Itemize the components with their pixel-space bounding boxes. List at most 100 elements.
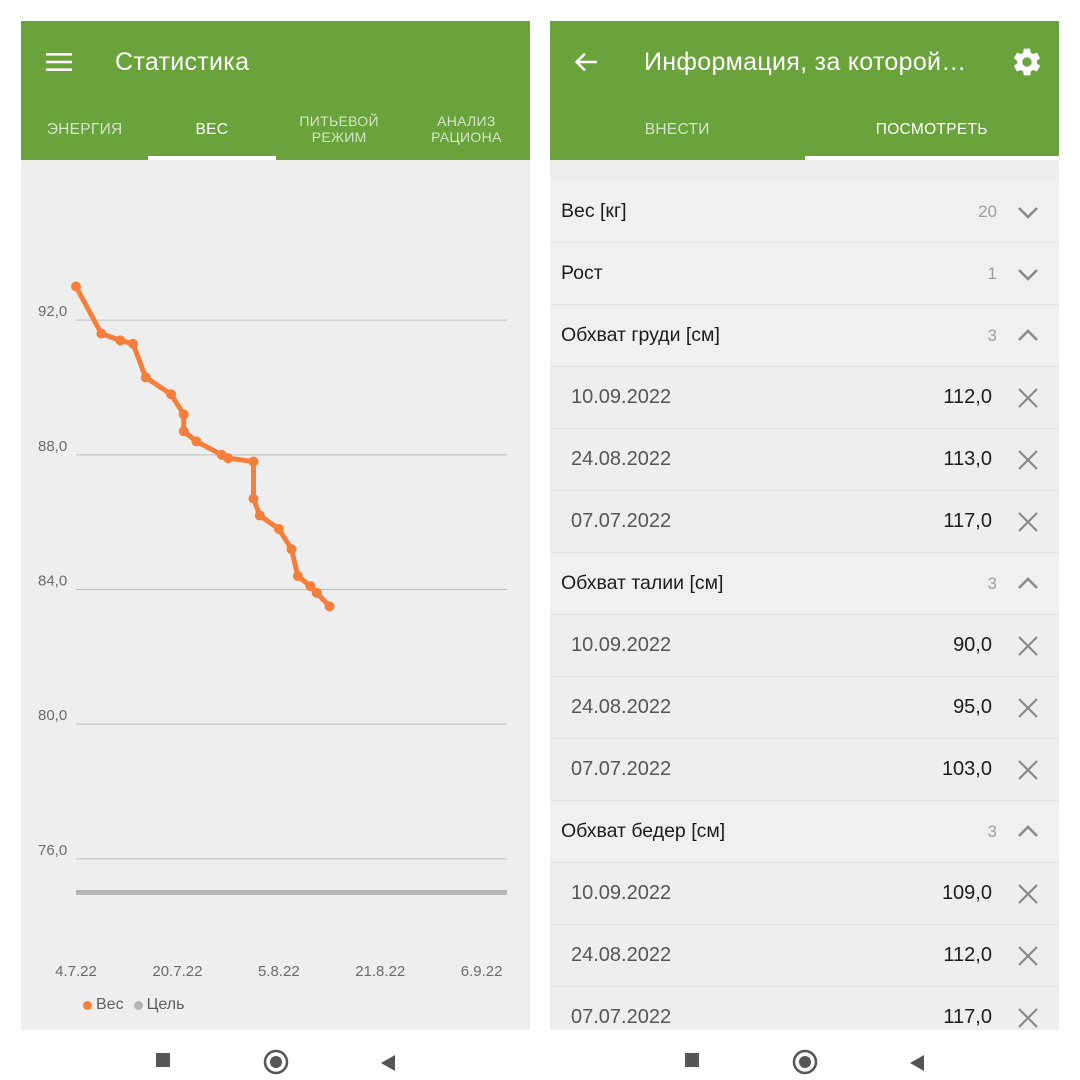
close-icon[interactable] <box>1015 881 1041 907</box>
close-icon[interactable] <box>1015 633 1041 659</box>
group-label: Обхват груди [см] <box>561 324 720 346</box>
group-label: Обхват бедер [см] <box>561 820 726 842</box>
weight-data-point[interactable] <box>128 338 139 349</box>
x-tick-label: 20.7.22 <box>152 963 202 980</box>
tab-diet-analysis[interactable]: АНАЛИЗ РАЦИОНА <box>431 113 502 145</box>
measurement-entry: 07.07.2022 103,0 <box>550 739 1059 801</box>
chevron-down-icon[interactable] <box>1013 259 1043 289</box>
group-count: 20 <box>978 201 997 221</box>
weight-data-point[interactable] <box>71 281 81 292</box>
close-icon[interactable] <box>1015 509 1041 535</box>
weight-data-point[interactable] <box>178 426 189 437</box>
legend-dot-goal <box>133 1000 143 1010</box>
y-tick-label: 92,0 <box>38 303 67 320</box>
weight-chart: 76,0 80,0 84,0 88,0 92,0 4.7.22 20.7.22 5.8.22… <box>38 281 507 980</box>
hamburger-menu-icon[interactable] <box>43 46 75 78</box>
close-icon[interactable] <box>1015 757 1041 783</box>
chart-legend: Вес Цель <box>83 996 190 1014</box>
entry-date: 24.08.2022 <box>571 448 672 470</box>
weight-data-point[interactable] <box>248 493 259 504</box>
close-icon[interactable] <box>1015 447 1041 473</box>
measurement-entry: 07.07.2022 117,0 <box>550 987 1059 1030</box>
close-icon[interactable] <box>1015 943 1041 969</box>
entry-value: 112,0 <box>943 386 992 408</box>
info-app-bar: Информация, за которой… ВНЕСТИ ПОСМОТРЕТ… <box>550 21 1059 160</box>
x-tick-label: 5.8.22 <box>258 963 300 980</box>
entry-date: 10.09.2022 <box>571 882 672 904</box>
chevron-up-icon[interactable] <box>1013 569 1043 599</box>
y-tick-label: 84,0 <box>38 573 67 590</box>
entry-value: 109,0 <box>941 882 992 904</box>
page-title: Статистика <box>115 48 250 76</box>
tab-enter[interactable]: ВНЕСТИ <box>644 120 710 138</box>
recents-button[interactable] <box>156 1053 170 1067</box>
system-nav-bar-right <box>550 1045 1059 1080</box>
weight-data-point[interactable] <box>311 587 322 598</box>
legend-dot-weight <box>83 1000 92 1010</box>
home-button-dot <box>799 1056 811 1068</box>
weight-data-point[interactable] <box>305 581 316 592</box>
chevron-down-icon[interactable] <box>1013 197 1043 227</box>
tab-view[interactable]: ПОСМОТРЕТЬ <box>804 98 1060 160</box>
entry-date: 10.09.2022 <box>571 386 672 408</box>
weight-data-point[interactable] <box>223 453 234 464</box>
y-tick-label: 88,0 <box>38 438 67 455</box>
weight-data-point[interactable] <box>248 456 259 467</box>
arrow-back-icon[interactable] <box>570 46 602 78</box>
entry-date: 07.07.2022 <box>571 758 672 780</box>
y-tick-label: 76,0 <box>38 842 67 859</box>
chevron-up-icon[interactable] <box>1013 817 1043 847</box>
weight-data-point[interactable] <box>115 335 126 346</box>
x-tick-label: 21.8.22 <box>355 963 405 980</box>
weight-data-point[interactable] <box>292 571 303 582</box>
group-label: Обхват талии [см] <box>561 572 724 594</box>
system-nav-bar-left <box>21 1045 530 1080</box>
home-button[interactable] <box>263 1049 289 1075</box>
back-button[interactable] <box>910 1055 924 1071</box>
measurement-entry: 24.08.2022 113,0 <box>550 429 1059 491</box>
group-header[interactable]: Обхват талии [см] 3 <box>550 553 1059 615</box>
entry-date: 07.07.2022 <box>571 510 672 532</box>
back-button[interactable] <box>381 1055 395 1071</box>
measurement-entry: 10.09.2022 90,0 <box>550 615 1059 677</box>
group-header[interactable]: Вес [кг] 20 <box>550 181 1059 243</box>
statistics-app-bar: Статистика ЭНЕРГИЯ ВЕС ПИТЬЕВОЙ РЕЖИМ АН… <box>21 21 530 160</box>
chevron-up-icon[interactable] <box>1013 321 1043 351</box>
group-label: Вес [кг] <box>561 200 627 222</box>
group-header[interactable]: Обхват груди [см] 3 <box>550 305 1059 367</box>
tab-weight[interactable]: ВЕС <box>148 98 276 160</box>
weight-data-point[interactable] <box>324 601 335 612</box>
tab-energy[interactable]: ЭНЕРГИЯ <box>46 120 123 138</box>
tracked-info-screen: Информация, за которой… ВНЕСТИ ПОСМОТРЕТ… <box>550 21 1059 1030</box>
measurement-entry: 10.09.2022 112,0 <box>550 367 1059 429</box>
entry-date: 24.08.2022 <box>571 944 672 966</box>
entry-date: 07.07.2022 <box>571 1006 672 1028</box>
weight-data-point[interactable] <box>273 523 284 534</box>
measurement-entry: 07.07.2022 117,0 <box>550 491 1059 553</box>
weight-data-point[interactable] <box>140 372 151 383</box>
close-icon[interactable] <box>1015 1005 1041 1031</box>
weight-data-point[interactable] <box>254 510 265 521</box>
legend-item-weight: Вес <box>83 996 124 1014</box>
group-header[interactable]: Рост 1 <box>550 243 1059 305</box>
gear-icon[interactable] <box>1011 46 1043 78</box>
weight-data-point[interactable] <box>166 389 177 400</box>
weight-data-point[interactable] <box>96 328 107 339</box>
entry-value: 112,0 <box>943 944 992 966</box>
entry-value: 90,0 <box>953 634 992 656</box>
tab-water[interactable]: ПИТЬЕВОЙ РЕЖИМ <box>299 113 379 145</box>
group-header[interactable]: Обхват бедер [см] 3 <box>550 801 1059 863</box>
group-label: Рост <box>561 262 603 284</box>
home-button[interactable] <box>792 1049 818 1075</box>
weight-data-point[interactable] <box>286 544 297 555</box>
weight-data-point[interactable] <box>178 409 189 420</box>
info-tabs: ВНЕСТИ ПОСМОТРЕТЬ <box>550 98 1059 160</box>
close-icon[interactable] <box>1015 385 1041 411</box>
group-count: 1 <box>987 263 997 283</box>
entry-date: 24.08.2022 <box>571 696 672 718</box>
close-icon[interactable] <box>1015 695 1041 721</box>
recents-button[interactable] <box>685 1053 699 1067</box>
statistics-tabs: ЭНЕРГИЯ ВЕС ПИТЬЕВОЙ РЕЖИМ АНАЛИЗ РАЦИОН… <box>21 98 530 160</box>
entry-value: 103,0 <box>941 758 992 780</box>
weight-data-point[interactable] <box>191 436 202 447</box>
